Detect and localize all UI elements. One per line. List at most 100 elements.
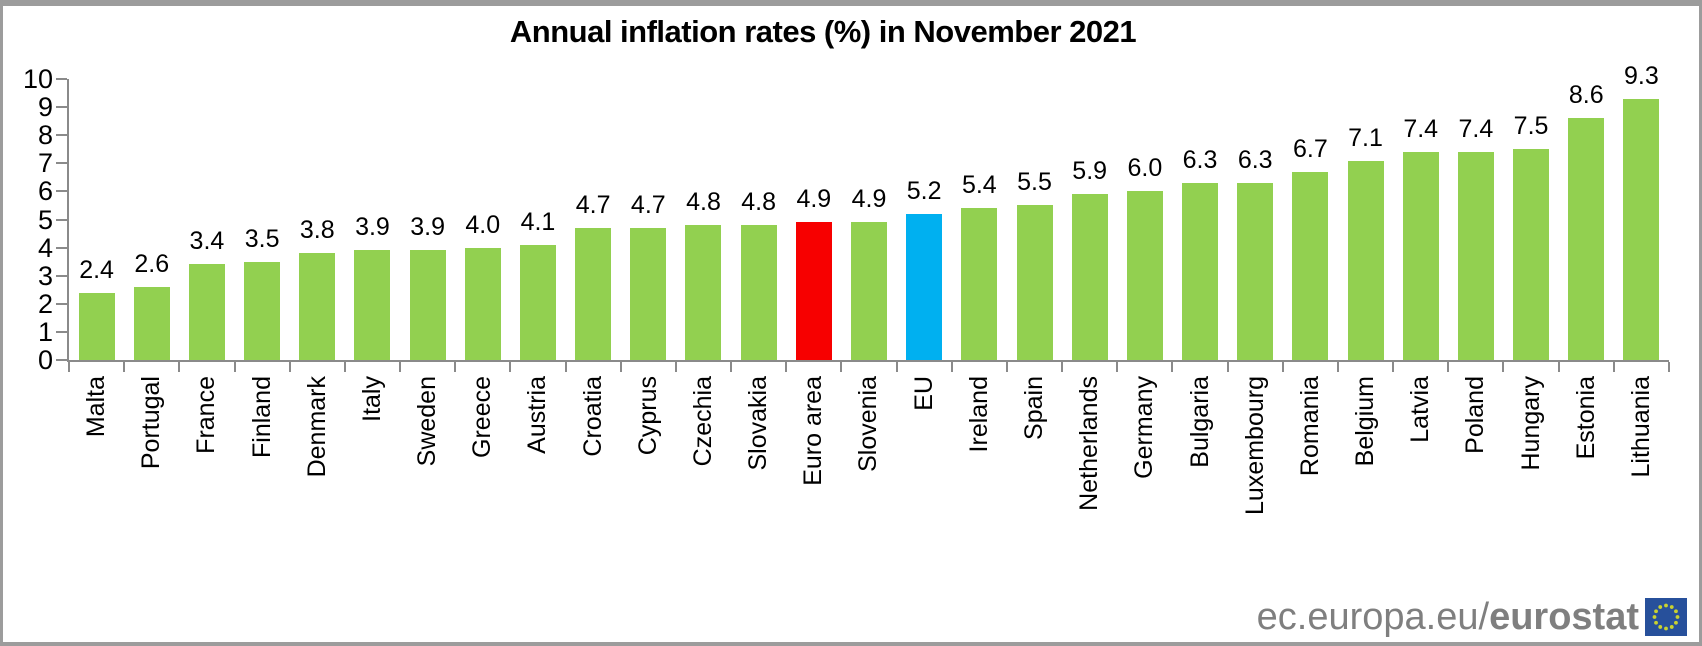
x-label-poland: Poland — [1461, 376, 1490, 454]
x-tick — [123, 362, 126, 372]
x-label-portugal: Portugal — [137, 376, 166, 470]
x-tick — [288, 362, 291, 372]
bar-value-label: 7.1 — [1348, 123, 1383, 152]
x-label-slot: Austria — [510, 376, 565, 515]
bar-slot-ireland: 5.4 — [952, 79, 1007, 360]
y-tick — [56, 106, 67, 109]
bar-denmark — [299, 253, 336, 360]
bar-value-label: 7.5 — [1513, 112, 1549, 141]
bar-value-label: 7.4 — [1458, 115, 1494, 144]
x-axis-ticks — [68, 360, 1670, 372]
bar-value-label: 6.0 — [1127, 154, 1163, 183]
x-label-slot: Slovakia — [731, 376, 786, 515]
bar-finland — [244, 261, 281, 360]
bar-slot-greece: 4.0 — [455, 79, 510, 360]
x-tick — [730, 362, 733, 372]
bar-slot-sweden: 3.9 — [400, 79, 455, 360]
x-tick — [1557, 362, 1560, 372]
x-tick — [1061, 362, 1064, 372]
bar-value-label: 3.5 — [244, 224, 280, 253]
x-label-slot: Romania — [1283, 376, 1338, 515]
x-label-slot: EU — [897, 376, 952, 515]
bar-slot-croatia: 4.7 — [566, 79, 621, 360]
x-label-lithuania: Lithuania — [1626, 376, 1655, 478]
x-tick — [1392, 362, 1395, 372]
y-tick — [56, 162, 67, 165]
x-label-germany: Germany — [1130, 376, 1159, 479]
x-tick — [399, 362, 402, 372]
eu-flag-icon — [1645, 598, 1687, 636]
bar-slot-france: 3.4 — [179, 79, 234, 360]
x-label-slovenia: Slovenia — [854, 376, 883, 472]
bar-slot-denmark: 3.8 — [290, 79, 345, 360]
y-tick — [56, 246, 67, 249]
y-tick-label: 0 — [37, 345, 53, 375]
bar-slot-estonia: 8.6 — [1559, 79, 1614, 360]
bar-france — [188, 264, 225, 360]
y-tick-label: 2 — [37, 288, 53, 319]
bar-value-label: 5.9 — [1072, 157, 1108, 186]
x-label-france: France — [192, 376, 221, 454]
x-label-slot: Germany — [1117, 376, 1172, 515]
bar-value-label: 6.3 — [1237, 145, 1273, 174]
bar-greece — [464, 247, 501, 360]
bar-slot-hungary: 7.5 — [1503, 79, 1558, 360]
bar-value-label: 3.9 — [410, 213, 445, 242]
bar-cyprus — [630, 227, 667, 360]
x-tick — [233, 362, 236, 372]
bar-slot-romania: 6.7 — [1283, 79, 1338, 360]
x-label-euro-area: Euro area — [799, 376, 828, 486]
bar-slovakia — [740, 225, 777, 360]
x-label-sweden: Sweden — [413, 376, 442, 467]
y-tick — [56, 134, 67, 137]
bar-luxembourg — [1237, 182, 1274, 360]
x-label-slot: Slovenia — [841, 376, 896, 515]
x-tick — [950, 362, 953, 372]
y-tick — [56, 330, 67, 333]
bar-slot-latvia: 7.4 — [1393, 79, 1448, 360]
x-label-slot: Czechia — [676, 376, 731, 515]
bar-italy — [354, 250, 391, 360]
y-tick — [56, 302, 67, 305]
x-label-slot: Cyprus — [621, 376, 676, 515]
y-tick-label: 5 — [37, 204, 53, 235]
bar-czechia — [685, 225, 722, 360]
bar-bulgaria — [1182, 182, 1219, 360]
bar-slot-finland: 3.5 — [235, 79, 290, 360]
x-tick — [1668, 362, 1670, 372]
bar-sweden — [409, 250, 446, 360]
bar-malta — [78, 292, 115, 360]
bar-value-label: 4.8 — [686, 188, 721, 217]
logo-eurostat-text: eurostat — [1489, 596, 1639, 638]
bar-slot-spain: 5.5 — [1007, 79, 1062, 360]
x-label-italy: Italy — [357, 376, 386, 422]
bar-value-label: 2.4 — [79, 255, 114, 284]
y-tick-label: 3 — [37, 260, 53, 291]
x-tick — [1612, 362, 1615, 372]
bar-spain — [1016, 205, 1053, 360]
bar-value-label: 4.1 — [520, 207, 556, 236]
bar-belgium — [1347, 160, 1384, 360]
bar-eu — [906, 213, 943, 360]
x-tick — [1226, 362, 1229, 372]
x-label-luxembourg: Luxembourg — [1240, 376, 1269, 515]
bar-latvia — [1402, 152, 1439, 360]
x-label-slot: Sweden — [400, 376, 455, 515]
bar-value-label: 4.7 — [630, 190, 666, 219]
bar-slot-austria: 4.1 — [510, 79, 565, 360]
x-tick — [1116, 362, 1119, 372]
x-label-slot: Ireland — [952, 376, 1007, 515]
x-label-estonia: Estonia — [1571, 376, 1600, 460]
bar-value-label: 8.6 — [1568, 81, 1604, 110]
y-tick — [56, 190, 67, 193]
x-label-belgium: Belgium — [1351, 376, 1380, 467]
x-label-slot: Greece — [455, 376, 510, 515]
x-label-slot: France — [179, 376, 234, 515]
bar-value-label: 4.9 — [851, 185, 887, 214]
x-label-slot: Estonia — [1559, 376, 1614, 515]
bar-portugal — [133, 286, 170, 360]
bar-slot-slovenia: 4.9 — [841, 79, 896, 360]
x-label-slot: Belgium — [1338, 376, 1393, 515]
x-label-latvia: Latvia — [1406, 376, 1435, 443]
x-label-slot: Croatia — [566, 376, 621, 515]
